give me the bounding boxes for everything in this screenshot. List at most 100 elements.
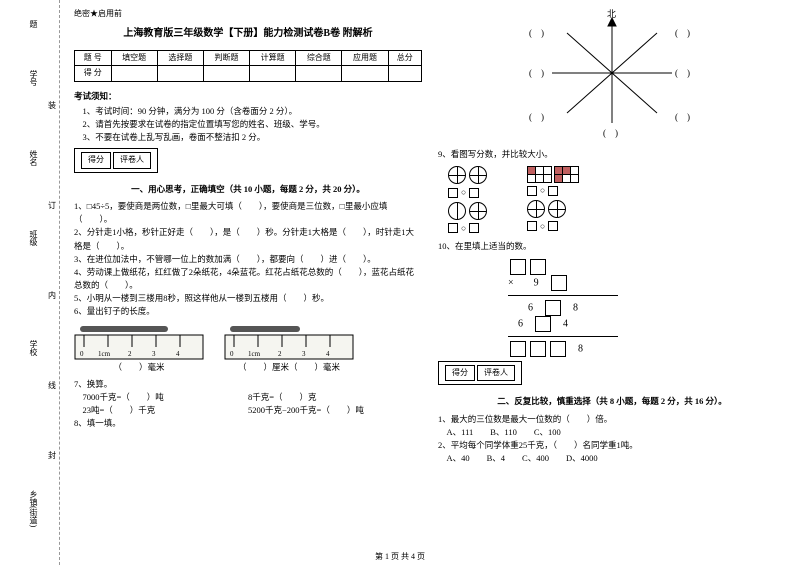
fraction-grid-icon xyxy=(527,166,551,182)
score-table: 题 号 填空题 选择题 判断题 计算题 综合题 应用题 总分 得 分 xyxy=(74,50,422,82)
q7: 7、换算。 xyxy=(74,378,422,391)
svg-text:4: 4 xyxy=(326,350,330,358)
blank-box xyxy=(469,188,479,198)
q1: 1、□45÷5，要使商是两位数，□里最大可填（ ），要使商是三位数，□里最小应填… xyxy=(74,200,422,226)
cut-mark: 封 xyxy=(48,450,56,461)
fraction-circle-icon xyxy=(448,166,466,184)
note: 2、请首先按要求在试卷的指定位置填写您的姓名、班级、学号。 xyxy=(74,118,422,131)
ruler-row: 01cm234 （ ）毫米 01cm234 （ ）厘米（ ）毫米 xyxy=(74,323,422,374)
mult-problem: × 9 6 8 6 4 8 xyxy=(508,259,786,357)
blank-box xyxy=(527,186,537,196)
q4: 4、劳动课上做纸花，红红做了2朵纸花，4朵蓝花。红花占纸花总数的（ ），蓝花占纸… xyxy=(74,266,422,292)
fraction-circle-icon xyxy=(527,200,545,218)
th: 题 号 xyxy=(75,50,112,65)
mini-c1: 得分 xyxy=(81,152,111,168)
svg-text:( ): ( ) xyxy=(675,112,690,122)
cut-mark: 线 xyxy=(48,380,56,391)
digit-box xyxy=(510,341,526,357)
cut-mark: 内 xyxy=(48,290,56,301)
th: 判断题 xyxy=(203,50,249,65)
svg-text:3: 3 xyxy=(152,350,156,358)
mini-c1: 得分 xyxy=(445,365,475,381)
note: 1、考试时间：90 分钟，满分为 100 分（含卷面分 2 分）。 xyxy=(74,105,422,118)
th: 选择题 xyxy=(157,50,203,65)
mini-c2: 评卷人 xyxy=(113,152,151,168)
section1-title: 一、用心思考，正确填空（共 10 小题，每题 2 分，共 20 分）。 xyxy=(74,183,422,196)
digit-box xyxy=(530,259,546,275)
q7b: 8千克=（ ）克 xyxy=(248,391,422,404)
td: 得 分 xyxy=(75,66,112,81)
th: 计算题 xyxy=(250,50,296,65)
svg-text:( ): ( ) xyxy=(529,112,544,122)
q5: 5、小明从一楼到三楼用8秒，照这样他从一楼到五楼用（ ）秒。 xyxy=(74,292,422,305)
eight: 8 xyxy=(573,302,578,313)
margin-lbl: 班级 xyxy=(28,230,39,246)
six: 6 xyxy=(518,318,523,329)
th: 应用题 xyxy=(342,50,388,65)
cut-mark: 装 xyxy=(48,100,56,111)
th: 总分 xyxy=(388,50,421,65)
ruler-icon: 0 1cm 2 3 4 xyxy=(224,323,354,361)
q2: 2、分针走1小格，秒针正好走（ ），是（ ）秒。分针走1大格是（ ），时针走1大… xyxy=(74,226,422,252)
fraction-circle-icon xyxy=(469,202,487,220)
q3: 3、在进位加法中，不管哪一位上的数加满（ ），都要向（ ）进（ ）。 xyxy=(74,253,422,266)
blank-box xyxy=(469,223,479,233)
q9: 9、看图写分数，并比较大小。 xyxy=(438,148,786,161)
nine: 9 xyxy=(534,277,539,288)
s2q2: 2、平均每个同学体重25千克，（ ）名同学重1吨。 xyxy=(438,439,786,452)
eight: 8 xyxy=(578,343,583,354)
margin-lbl: 题 xyxy=(28,20,39,28)
ruler-2: 01cm234 （ ）厘米（ ）毫米 xyxy=(224,323,354,374)
page-footer: 第 1 页 共 4 页 xyxy=(0,551,800,562)
svg-text:2: 2 xyxy=(278,350,282,358)
svg-text:3: 3 xyxy=(302,350,306,358)
q8: 8、填一填。 xyxy=(74,417,422,430)
rule-line xyxy=(508,336,618,337)
svg-text:( ): ( ) xyxy=(529,68,544,78)
margin-lbl: 学校 xyxy=(28,340,39,356)
mini-c2: 评卷人 xyxy=(477,365,515,381)
s2q1: 1、最大的三位数是最大一位数的（ ）倍。 xyxy=(438,413,786,426)
margin-lbl: 姓名 xyxy=(28,150,39,166)
svg-text:2: 2 xyxy=(128,350,132,358)
binding-margin: 题 学号 姓名 班级 学校 乡镇(街道) 装 订 内 线 封 xyxy=(0,0,60,565)
svg-text:( ): ( ) xyxy=(529,28,544,38)
svg-text:( ): ( ) xyxy=(675,68,690,78)
digit-box xyxy=(530,341,546,357)
fraction-circle-icon xyxy=(469,166,487,184)
digit-box xyxy=(550,341,566,357)
q7a: 7000千克=（ ）吨 xyxy=(74,391,248,404)
s2q2-opts: A、40 B、4 C、400 D、4000 xyxy=(447,452,787,465)
th: 填空题 xyxy=(111,50,157,65)
section2-title: 二、反复比较，慎重选择（共 8 小题，每题 2 分，共 16 分）。 xyxy=(438,395,786,408)
svg-text:0: 0 xyxy=(230,350,234,358)
fraction-grid-icon xyxy=(554,166,578,182)
blank-box xyxy=(448,188,458,198)
q6: 6、量出钉子的长度。 xyxy=(74,305,422,318)
blank-box xyxy=(527,221,537,231)
td xyxy=(111,66,157,81)
q7d: 5200千克−200千克=（ ）吨 xyxy=(248,404,422,417)
th: 综合题 xyxy=(296,50,342,65)
digit-box xyxy=(535,316,551,332)
mini-score-2: 得分 评卷人 xyxy=(438,361,522,385)
mini-score: 得分 评卷人 xyxy=(74,148,158,172)
secret-mark: 绝密★启用前 xyxy=(74,8,422,20)
fraction-circle-icon xyxy=(548,200,566,218)
note: 3、不要在试卷上乱写乱画，卷面不整洁扣 2 分。 xyxy=(74,131,422,144)
q9-figs: ○ ○ ○ ○ xyxy=(448,164,786,236)
svg-text:1cm: 1cm xyxy=(248,350,261,358)
margin-lbl: 学号 xyxy=(28,70,39,86)
page-main: 绝密★启用前 上海教育版三年级数学【下册】能力检测试卷B卷 附解析 题 号 填空… xyxy=(60,0,800,565)
digit-box xyxy=(510,259,526,275)
digit-box xyxy=(545,300,561,316)
exam-title: 上海教育版三年级数学【下册】能力检测试卷B卷 附解析 xyxy=(74,26,422,42)
digit-box xyxy=(551,275,567,291)
cut-mark: 订 xyxy=(48,200,56,211)
blank-box xyxy=(448,223,458,233)
svg-text:4: 4 xyxy=(176,350,180,358)
svg-text:1cm: 1cm xyxy=(98,350,111,358)
svg-text:( ): ( ) xyxy=(603,128,618,138)
q7c: 23吨=（ ）千克 xyxy=(74,404,248,417)
rule-line xyxy=(508,295,618,296)
